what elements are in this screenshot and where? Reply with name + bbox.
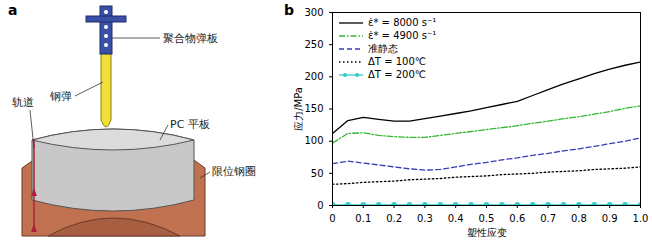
svg-text:0.4: 0.4 xyxy=(448,213,464,224)
svg-text:PC 平板: PC 平板 xyxy=(170,118,210,131)
svg-text:塑性应变: 塑性应变 xyxy=(467,227,507,238)
svg-text:50: 50 xyxy=(311,168,324,179)
svg-text:1.0: 1.0 xyxy=(633,213,649,224)
svg-text:应力/MPa: 应力/MPa xyxy=(293,87,304,131)
svg-text:0.6: 0.6 xyxy=(509,213,525,224)
svg-text:0.5: 0.5 xyxy=(479,213,495,224)
svg-text:0: 0 xyxy=(329,213,335,224)
svg-text:0.8: 0.8 xyxy=(571,213,587,224)
html-text:a: a xyxy=(8,2,18,18)
html-text:ΔT = 100℃: ΔT = 100℃ xyxy=(368,56,426,67)
svg-text:0.2: 0.2 xyxy=(386,213,402,224)
html-text:b: b xyxy=(284,2,294,18)
svg-text:0.1: 0.1 xyxy=(355,213,371,224)
svg-text:300: 300 xyxy=(304,7,323,18)
svg-text:0.9: 0.9 xyxy=(602,213,618,224)
html-text:ε̇* = 8000 s⁻¹: ε̇* = 8000 s⁻¹ xyxy=(368,17,437,28)
html-text:ε̇* = 4900 s⁻¹: ε̇* = 4900 s⁻¹ xyxy=(368,30,437,41)
svg-text:限位钢圈: 限位钢圈 xyxy=(212,165,256,178)
svg-text:0.7: 0.7 xyxy=(540,213,556,224)
html-text:准静态: 准静态 xyxy=(368,43,398,54)
svg-text:250: 250 xyxy=(304,39,323,50)
svg-text:钢弹: 钢弹 xyxy=(49,90,72,103)
svg-text:150: 150 xyxy=(304,103,323,114)
svg-text:轨道: 轨道 xyxy=(12,96,34,109)
svg-text:0: 0 xyxy=(317,200,323,211)
html-text:ΔT = 200℃: ΔT = 200℃ xyxy=(368,69,426,80)
svg-text:聚合物弹板: 聚合物弹板 xyxy=(163,32,218,45)
svg-text:100: 100 xyxy=(304,135,323,146)
svg-text:0.3: 0.3 xyxy=(417,213,433,224)
svg-text:200: 200 xyxy=(304,71,323,82)
